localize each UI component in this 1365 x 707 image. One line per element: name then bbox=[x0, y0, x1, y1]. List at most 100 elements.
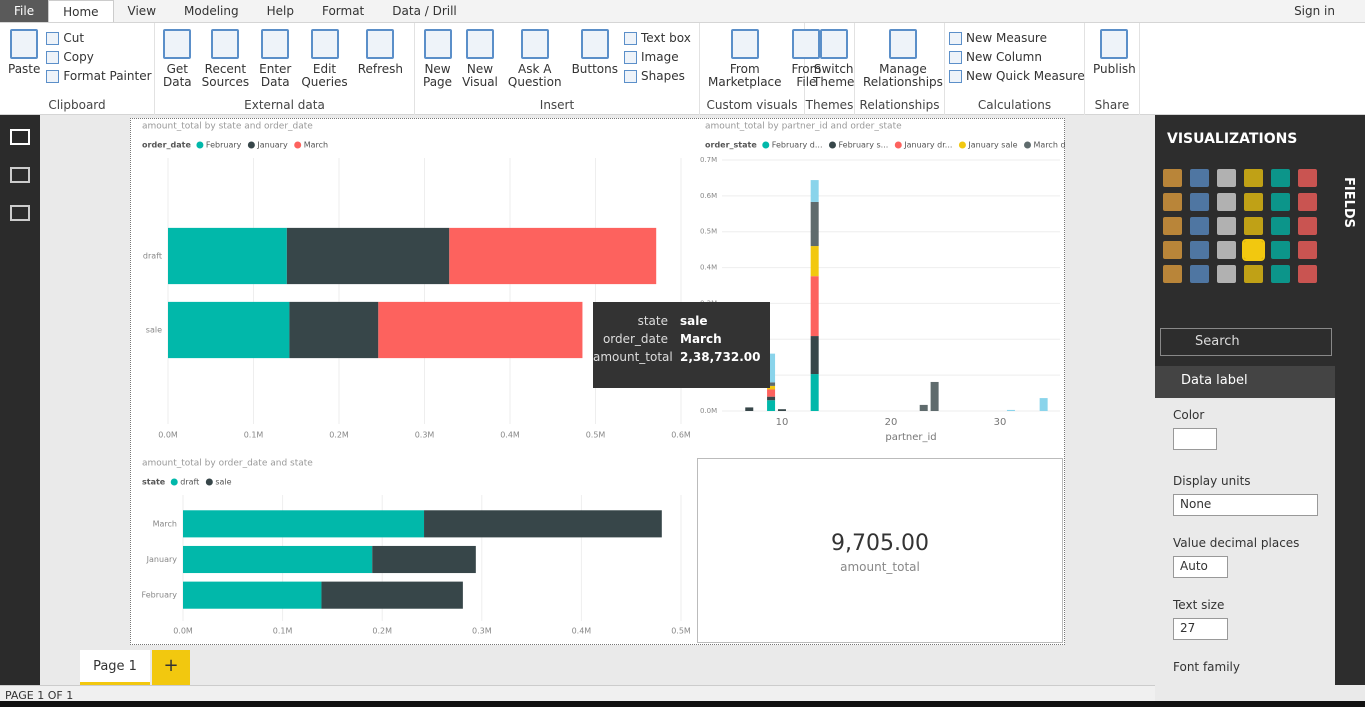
ribbon-button[interactable]: Manage Relationships bbox=[859, 29, 947, 89]
bar-segment[interactable] bbox=[424, 510, 662, 538]
bar-segment[interactable] bbox=[767, 353, 776, 383]
report-view[interactable] bbox=[10, 129, 30, 145]
visual-icon[interactable] bbox=[1163, 241, 1182, 259]
model-view[interactable] bbox=[10, 205, 30, 221]
bar-segment[interactable] bbox=[767, 385, 776, 390]
visual-icon[interactable] bbox=[1244, 169, 1263, 187]
visual-icon[interactable] bbox=[1217, 265, 1236, 283]
small-button[interactable]: Format Painter bbox=[46, 69, 152, 83]
chart-state-date[interactable]: amount_total by state and order_dateorde… bbox=[130, 118, 690, 448]
visual-icon[interactable] bbox=[1163, 217, 1182, 235]
sign-in[interactable]: Sign in bbox=[1294, 4, 1335, 18]
visual-icon[interactable] bbox=[1271, 193, 1290, 211]
visual-icon[interactable] bbox=[1298, 169, 1317, 187]
setting-input[interactable]: None bbox=[1173, 494, 1318, 516]
small-button[interactable]: Copy bbox=[46, 50, 151, 64]
small-button[interactable]: New Measure bbox=[949, 31, 1085, 45]
bar-segment[interactable] bbox=[1006, 409, 1015, 411]
visual-icon[interactable] bbox=[1190, 193, 1209, 211]
color-picker[interactable] bbox=[1173, 428, 1217, 450]
fields-pane[interactable]: FIELDS bbox=[1335, 115, 1365, 685]
ribbon-button[interactable]: New Page bbox=[419, 29, 456, 89]
bar-segment[interactable] bbox=[810, 374, 819, 411]
bar-segment[interactable] bbox=[183, 545, 373, 574]
bar-segment[interactable] bbox=[168, 301, 290, 359]
visual-icon[interactable] bbox=[1217, 217, 1236, 235]
bar-segment[interactable] bbox=[321, 581, 463, 609]
card[interactable]: 9,705.00 amount_total bbox=[697, 458, 1063, 643]
bar-segment[interactable] bbox=[810, 246, 819, 277]
ribbon-tab[interactable]: Format bbox=[321, 4, 365, 18]
bar-segment[interactable] bbox=[777, 409, 786, 411]
ribbon-button[interactable]: Publish bbox=[1089, 29, 1140, 76]
bar-segment[interactable] bbox=[449, 227, 657, 285]
bar-segment[interactable] bbox=[810, 336, 819, 375]
chart-partner[interactable]: amount_total by partner_id and order_sta… bbox=[693, 118, 1065, 448]
bar-segment[interactable] bbox=[378, 301, 583, 359]
bar-segment[interactable] bbox=[930, 381, 939, 411]
visual-icon[interactable] bbox=[1190, 241, 1209, 259]
visual-icon[interactable] bbox=[1298, 241, 1317, 259]
visual-icon[interactable] bbox=[1163, 265, 1182, 283]
bar-segment[interactable] bbox=[767, 400, 776, 411]
ribbon-button[interactable]: Edit Queries bbox=[297, 29, 351, 89]
search-box[interactable]: Search bbox=[1160, 328, 1332, 356]
visual-icon[interactable] bbox=[1298, 193, 1317, 211]
ribbon-tab[interactable]: Modeling bbox=[184, 4, 239, 18]
visual-icon[interactable] bbox=[1163, 169, 1182, 187]
visual-icon[interactable] bbox=[1271, 169, 1290, 187]
ribbon-button[interactable]: Buttons bbox=[568, 29, 622, 89]
visual-icon[interactable] bbox=[1271, 265, 1290, 283]
bar-segment[interactable] bbox=[810, 201, 819, 247]
bar-segment[interactable] bbox=[745, 407, 754, 411]
visual-icon[interactable] bbox=[1190, 265, 1209, 283]
bar-segment[interactable] bbox=[767, 396, 776, 401]
ribbon-tab[interactable]: Home bbox=[48, 0, 114, 22]
bar-segment[interactable] bbox=[289, 301, 379, 359]
add-page[interactable]: + bbox=[152, 650, 190, 685]
bar-segment[interactable] bbox=[810, 180, 819, 202]
ribbon-button[interactable]: Switch Theme bbox=[809, 29, 858, 89]
visual-icon[interactable] bbox=[1163, 193, 1182, 211]
bar-segment[interactable] bbox=[810, 276, 819, 337]
section-header[interactable]: Data label bbox=[1155, 366, 1335, 398]
visual-icon[interactable] bbox=[1298, 217, 1317, 235]
bar-segment[interactable] bbox=[767, 389, 776, 397]
small-button[interactable]: Text box bbox=[624, 31, 691, 45]
ribbon-tab[interactable]: File bbox=[0, 0, 49, 22]
bar-segment[interactable] bbox=[183, 510, 425, 538]
visual-icon[interactable] bbox=[1217, 193, 1236, 211]
visual-icon[interactable] bbox=[1244, 217, 1263, 235]
small-button[interactable]: New Column bbox=[949, 50, 1085, 64]
small-button[interactable]: New Quick Measure bbox=[949, 69, 1085, 83]
page-tab[interactable]: Page 1 bbox=[80, 650, 150, 685]
ribbon-button[interactable]: Enter Data bbox=[255, 29, 295, 89]
bar-segment[interactable] bbox=[1039, 398, 1048, 411]
setting-input[interactable]: 27 bbox=[1173, 618, 1228, 640]
visual-icon[interactable] bbox=[1298, 265, 1317, 283]
bar-segment[interactable] bbox=[168, 227, 287, 285]
visual-icon[interactable] bbox=[1217, 241, 1236, 259]
chart-date-state[interactable]: amount_total by order_date and state stat… bbox=[130, 455, 690, 645]
visual-icon[interactable] bbox=[1271, 241, 1290, 259]
bar-segment[interactable] bbox=[919, 404, 928, 411]
bar-segment[interactable] bbox=[183, 581, 322, 609]
visual-icon[interactable] bbox=[1271, 217, 1290, 235]
ribbon-button[interactable]: New Visual bbox=[458, 29, 502, 89]
visual-icon[interactable] bbox=[1244, 265, 1263, 283]
ribbon-button[interactable]: Get Data bbox=[159, 29, 196, 89]
visual-icon[interactable] bbox=[1190, 169, 1209, 187]
setting-input[interactable]: Auto bbox=[1173, 556, 1228, 578]
ribbon-button[interactable]: Paste bbox=[4, 29, 44, 83]
data-view[interactable] bbox=[10, 167, 30, 183]
bar-segment[interactable] bbox=[767, 382, 776, 386]
ribbon-button[interactable]: From Marketplace bbox=[704, 29, 786, 89]
ribbon-button[interactable]: Recent Sources bbox=[198, 29, 253, 89]
ribbon-button[interactable]: Ask A Question bbox=[504, 29, 566, 89]
small-button[interactable]: Image bbox=[624, 50, 691, 64]
bar-segment[interactable] bbox=[372, 545, 476, 574]
ribbon-tab[interactable]: Help bbox=[266, 4, 294, 18]
bar-segment[interactable] bbox=[286, 227, 450, 285]
ribbon-tab[interactable]: Data / Drill bbox=[392, 4, 457, 18]
ribbon-button[interactable]: From File bbox=[788, 29, 826, 89]
